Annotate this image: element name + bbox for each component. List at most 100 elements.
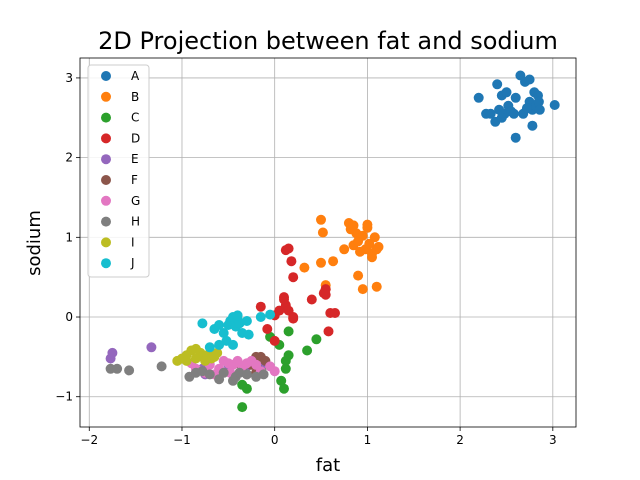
data-point [510,132,521,143]
plot-frame [79,57,577,428]
data-point [496,112,507,123]
data-point [279,383,289,394]
data-point [255,301,266,312]
data-point [371,281,382,292]
data-point [243,329,254,340]
legend-label: F [131,173,138,187]
data-point [204,342,215,353]
data-point [328,256,339,267]
series-i [172,343,223,366]
series-d [255,243,340,346]
data-point [262,324,273,334]
legend-marker [101,71,111,81]
data-point [311,334,322,345]
data-point [485,108,496,119]
legend-label: C [131,111,139,125]
data-point [339,244,350,255]
data-point [105,353,116,364]
grid-lines [80,58,576,427]
data-point [218,328,229,338]
data-point [521,103,532,114]
data-point [367,252,377,263]
data-point [112,363,123,374]
legend-marker [101,154,111,165]
legend-box [87,64,150,278]
series-a [473,70,560,143]
x-tick-label: 3 [549,433,557,447]
data-point [306,294,317,305]
series-h [105,361,269,386]
data-point [320,289,331,300]
legend-label: A [131,69,140,83]
y-axis-label: sodium [24,210,45,276]
data-point [283,326,294,337]
legend-marker [101,237,111,248]
data-point [251,371,262,382]
data-point [533,96,544,107]
data-point [279,294,289,305]
x-tick-label: 0 [271,433,279,447]
data-point [232,310,243,321]
data-point [501,87,512,98]
axis-ticks: −2 −1 0 1 2 3 −1 0 1 2 3 [55,71,556,447]
data-point [357,230,368,241]
legend-label: I [131,235,135,249]
legend-marker [101,258,111,269]
data-point [353,270,364,281]
data-point [510,92,521,103]
x-tick-label: −1 [173,433,191,447]
chart-title: 2D Projection between fat and sodium [98,27,558,55]
x-tick-label: 1 [364,433,372,447]
legend-label: D [131,131,140,145]
data-point [549,100,560,110]
data-point [269,335,280,346]
data-point [369,232,380,243]
legend-label: G [131,194,140,208]
data-point [276,375,287,386]
data-point [258,369,269,380]
data-point [527,120,538,131]
data-point [288,313,299,324]
data-point [302,345,313,356]
legend-label: H [131,215,140,229]
data-point [214,320,225,330]
data-point [269,366,280,377]
data-point [265,309,276,320]
data-point [237,402,248,413]
data-point [316,257,326,268]
data-point [204,369,215,380]
data-point [330,308,340,318]
data-point [255,312,266,322]
y-tick-label: −1 [55,390,73,404]
data-point [241,369,252,380]
data-point [299,262,310,273]
data-point [473,92,484,103]
data-point [124,365,135,376]
data-point [280,363,291,374]
data-point [323,326,334,337]
y-tick-label: 1 [65,230,73,244]
data-point [212,347,223,358]
data-points [105,70,560,413]
data-point [286,256,297,267]
legend-label: J [130,256,135,270]
legend-marker [101,175,111,185]
data-point [317,227,328,238]
data-point [218,367,229,378]
legend-marker [101,195,111,206]
legend-marker [101,112,111,123]
data-point [283,243,294,254]
legend-marker [101,133,111,144]
data-point [355,246,365,257]
legend-marker [101,91,111,102]
y-tick-label: 2 [65,151,73,165]
x-tick-label: 2 [456,433,464,447]
data-point [316,214,326,225]
data-point [357,284,368,295]
data-point [288,272,299,283]
legend-marker [101,216,111,227]
data-point [197,318,208,329]
x-axis-label: fat [316,455,340,476]
